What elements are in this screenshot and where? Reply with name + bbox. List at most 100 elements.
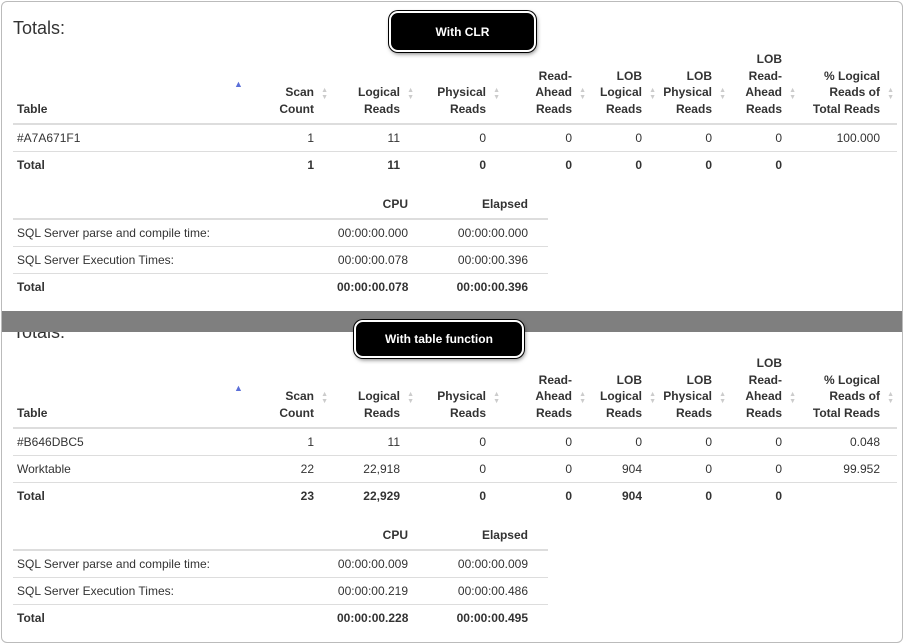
column-header[interactable]: Table ▲ — [13, 50, 251, 125]
sort-indicator: ▲ ▼ — [407, 87, 414, 101]
cell: 1 — [251, 123, 331, 152]
column-header[interactable]: Read- Ahead Reads ▲ ▼ — [503, 50, 589, 125]
column-header[interactable]: LOB Read- Ahead Reads ▲ ▼ — [729, 354, 799, 429]
sort-indicator-active: ▲ — [234, 79, 243, 89]
cell: 0 — [729, 427, 799, 456]
callout-label: With table function — [354, 320, 524, 358]
column-header[interactable]: % Logical Reads of Total Reads ▲ ▼ — [799, 354, 897, 429]
cell: 00:00:00.486 — [428, 577, 548, 605]
cell: Total — [13, 273, 333, 300]
callout-label: With CLR — [389, 11, 536, 52]
sort-indicator-active: ▲ — [234, 383, 243, 393]
column-header[interactable]: Physical Reads ▲ ▼ — [417, 50, 503, 125]
table-body: #A7A671F1 1 11 0 0 0 0 0 100.000 Total 1 11 0 0 0 0 0 — [13, 123, 897, 178]
cell: 22,929 — [331, 482, 417, 509]
empty-header — [13, 522, 333, 551]
cell: SQL Server Execution Times: — [13, 577, 333, 605]
cell: 0 — [589, 123, 659, 152]
header-row: Table ▲ Scan Count ▲ ▼ Logical Reads ▲ ▼ Physica… — [13, 354, 897, 429]
sort-indicator: ▲ ▼ — [789, 391, 796, 405]
time-table: CPU Elapsed SQL Server parse and compile t… — [13, 522, 548, 631]
cell: 0 — [589, 427, 659, 456]
column-header[interactable]: % Logical Reads of Total Reads ▲ ▼ — [799, 50, 897, 125]
cell: 23 — [251, 482, 331, 509]
data-row: SQL Server parse and compile time: 00:00:… — [13, 218, 548, 247]
total-row: Total 00:00:00.078 00:00:00.396 — [13, 273, 548, 300]
stats-panel: Totals: Table ▲ Scan Count ▲ ▼ Logical Reads ▲ ▼… — [2, 306, 902, 642]
cell: 22,918 — [331, 455, 417, 483]
column-header[interactable]: LOB Physical Reads ▲ ▼ — [659, 354, 729, 429]
cell: 00:00:00.228 — [333, 604, 428, 631]
column-header[interactable]: LOB Physical Reads ▲ ▼ — [659, 50, 729, 125]
sort-indicator: ▲ ▼ — [719, 87, 726, 101]
table-body: SQL Server parse and compile time: 00:00:… — [13, 218, 548, 300]
cell: 0 — [503, 151, 589, 178]
cell: 11 — [331, 427, 417, 456]
sort-indicator: ▲ ▼ — [579, 391, 586, 405]
data-row: SQL Server Execution Times: 00:00:00.078 0… — [13, 246, 548, 274]
cell: 0 — [729, 123, 799, 152]
total-row: Total 1 11 0 0 0 0 0 — [13, 151, 897, 178]
sort-indicator: ▲ ▼ — [789, 87, 796, 101]
column-header[interactable]: Table ▲ — [13, 354, 251, 429]
cell: 0 — [503, 123, 589, 152]
sort-indicator: ▲ ▼ — [493, 87, 500, 101]
column-header[interactable]: Scan Count ▲ ▼ — [251, 354, 331, 429]
cell: 904 — [589, 482, 659, 509]
cell: 0 — [503, 482, 589, 509]
table-body: SQL Server parse and compile time: 00:00:… — [13, 549, 548, 631]
cell: 0 — [503, 455, 589, 483]
table-body: #B646DBC5 1 11 0 0 0 0 0 0.048 Worktable 22 22,918 0… — [13, 427, 897, 509]
column-header[interactable]: Physical Reads ▲ ▼ — [417, 354, 503, 429]
cell: Total — [13, 151, 251, 178]
data-row: SQL Server parse and compile time: 00:00:… — [13, 549, 548, 578]
column-header: CPU — [333, 191, 428, 220]
cell: Total — [13, 604, 333, 631]
cell: 0 — [417, 482, 503, 509]
data-row: #A7A671F1 1 11 0 0 0 0 0 100.000 — [13, 123, 897, 152]
cell: 00:00:00.078 — [333, 273, 428, 300]
cell: 0 — [659, 123, 729, 152]
header-row: CPU Elapsed — [13, 522, 548, 551]
sort-indicator: ▲ ▼ — [887, 391, 894, 405]
sort-indicator: ▲ ▼ — [719, 391, 726, 405]
cell: 0 — [729, 455, 799, 483]
data-row: Worktable 22 22,918 0 0 904 0 0 99.952 — [13, 455, 897, 483]
column-header[interactable]: LOB Logical Reads ▲ ▼ — [589, 354, 659, 429]
column-header: Elapsed — [428, 522, 548, 551]
header-row: Table ▲ Scan Count ▲ ▼ Logical Reads ▲ ▼ Physica… — [13, 50, 897, 125]
cell: 0 — [417, 455, 503, 483]
cell: 22 — [251, 455, 331, 483]
cell: 0.048 — [799, 427, 897, 456]
sort-indicator: ▲ ▼ — [493, 391, 500, 405]
cell: 00:00:00.009 — [333, 549, 428, 578]
cell: 0 — [659, 151, 729, 178]
column-header[interactable]: LOB Read- Ahead Reads ▲ ▼ — [729, 50, 799, 125]
column-header[interactable]: LOB Logical Reads ▲ ▼ — [589, 50, 659, 125]
cell: SQL Server Execution Times: — [13, 246, 333, 274]
time-table: CPU Elapsed SQL Server parse and compile t… — [13, 191, 548, 300]
table-head: Table ▲ Scan Count ▲ ▼ Logical Reads ▲ ▼ Physica… — [13, 354, 897, 429]
cell: #B646DBC5 — [13, 427, 251, 456]
column-header[interactable]: Read- Ahead Reads ▲ ▼ — [503, 354, 589, 429]
cell: 00:00:00.219 — [333, 577, 428, 605]
table-head: CPU Elapsed — [13, 191, 548, 220]
sort-indicator: ▲ ▼ — [649, 391, 656, 405]
cell: 00:00:00.000 — [333, 218, 428, 247]
empty-cell — [799, 151, 897, 178]
sort-indicator: ▲ ▼ — [887, 87, 894, 101]
cell: 0 — [503, 427, 589, 456]
cell: SQL Server parse and compile time: — [13, 218, 333, 247]
column-header[interactable]: Scan Count ▲ ▼ — [251, 50, 331, 125]
cell: 100.000 — [799, 123, 897, 152]
column-header[interactable]: Logical Reads ▲ ▼ — [331, 50, 417, 125]
cell: 1 — [251, 151, 331, 178]
column-header[interactable]: Logical Reads ▲ ▼ — [331, 354, 417, 429]
cell: 00:00:00.396 — [428, 273, 548, 300]
sort-indicator: ▲ ▼ — [649, 87, 656, 101]
io-table: Table ▲ Scan Count ▲ ▼ Logical Reads ▲ ▼ Physica… — [13, 354, 897, 509]
cell: 0 — [659, 455, 729, 483]
cell: 0 — [659, 482, 729, 509]
cell: SQL Server parse and compile time: — [13, 549, 333, 578]
